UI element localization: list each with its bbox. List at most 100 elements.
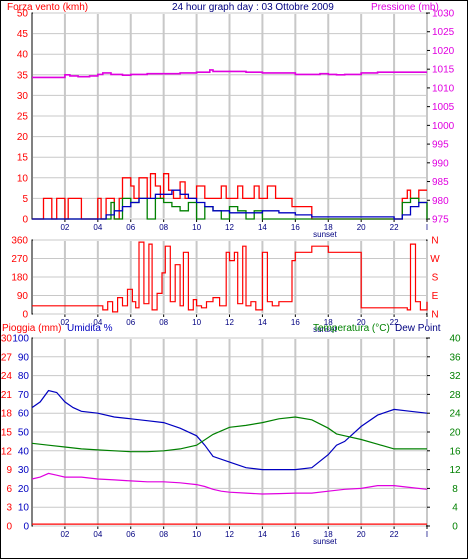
p3-rain-tick-label: 18: [1, 409, 13, 420]
p3-xtick-label: 06: [126, 530, 135, 539]
p2-xtick-label: 10: [192, 318, 201, 327]
graph-center-title: 24 hour graph day : 03 Ottobre 2009: [172, 2, 334, 13]
p3-series-line: [31, 389, 428, 471]
wind-speed-title: Forza vento (kmh): [7, 2, 88, 13]
p3-xtick-label: 04: [93, 530, 102, 539]
p1-series-line: [32, 197, 428, 220]
p1-left-tick-label: 45: [17, 29, 29, 40]
p2-xtick-label: 18: [324, 318, 333, 327]
p1-xtick-label: 16: [291, 223, 300, 232]
p3-temp-tick-label: 12: [449, 465, 461, 476]
p3-xtick-label: 16: [291, 530, 300, 539]
p3-rain-tick-label: 12: [1, 446, 13, 457]
p3-temp-tick-label: 20: [449, 428, 461, 439]
p3-humidity-tick-label: 10: [18, 503, 30, 514]
p1-sunset-label: sunset: [313, 230, 337, 239]
p2-right-tick-label: S: [432, 273, 439, 284]
p3-temp-tick-label: 16: [449, 446, 461, 457]
p3-temp-tick-label: 40: [449, 334, 461, 345]
p2-xtick-label: 16: [291, 318, 300, 327]
p2-right-tick-label: N: [431, 310, 438, 321]
p1-xtick-label: 18: [324, 223, 333, 232]
p2-left-tick-label: 180: [11, 273, 28, 284]
p1-left-tick-label: 30: [17, 91, 29, 102]
p3-temp-tick-label: 4: [452, 503, 458, 514]
p3-temp-tick-label: 28: [449, 390, 461, 401]
p3-xtick-label: 14: [258, 530, 267, 539]
p3-rain-tick-label: 24: [1, 371, 13, 382]
p2-direction-line: [32, 241, 428, 313]
p1-right-tick-label: 975: [432, 215, 449, 226]
p3-rain-tick-label: 27: [1, 352, 13, 363]
p3-humidity-tick-label: 60: [18, 409, 30, 420]
p1-left-tick-label: 0: [22, 215, 28, 226]
p2-xtick-label: 22: [390, 318, 399, 327]
rain-label: Pioggia (mm): [2, 323, 61, 334]
p2-right-tick-label: E: [432, 291, 439, 302]
p3-series-line: [31, 472, 428, 495]
p3-rain-tick-label: 9: [6, 465, 12, 476]
p3-xtick-label: 12: [225, 530, 234, 539]
p3-xtick-label: 18: [324, 530, 333, 539]
p1-left-tick-label: 5: [22, 194, 28, 205]
p1-xtick-label: 04: [93, 223, 102, 232]
p1-right-tick-label: 995: [432, 140, 449, 151]
p1-right-tick-label: 1005: [432, 102, 455, 113]
p3-temp-tick-label: 0: [452, 522, 458, 533]
pressure-title: Pressione (mb): [371, 2, 439, 13]
p1-left-tick-label: 10: [17, 173, 29, 184]
p1-xtick-label: 12: [225, 223, 234, 232]
p3-humidity-tick-label: 50: [18, 428, 30, 439]
p2-xtick-label: 06: [126, 318, 135, 327]
p3-rain-tick-label: 6: [6, 484, 12, 495]
p1-left-tick-label: 25: [17, 112, 29, 123]
p3-temp-tick-label: 32: [449, 371, 461, 382]
p2-xtick-label: I: [426, 318, 428, 327]
p3-humidity-tick-label: 30: [18, 465, 30, 476]
p2-xtick-label: 20: [357, 318, 366, 327]
p2-left-tick-label: 360: [11, 236, 28, 247]
p3-humidity-tick-label: 70: [18, 390, 30, 401]
p1-right-tick-label: 1020: [432, 46, 455, 57]
p1-right-tick-label: 980: [432, 196, 449, 207]
p2-xtick-label: 08: [159, 318, 168, 327]
p3-sunset-label: sunset: [313, 537, 337, 546]
humidity-label: Umidita %: [67, 323, 113, 334]
p3-humidity-tick-label: 90: [18, 352, 30, 363]
p1-xtick-label: 10: [192, 223, 201, 232]
p2-left-tick-label: 270: [11, 254, 28, 265]
p3-xtick-label: 10: [192, 530, 201, 539]
p1-series-line: [32, 189, 427, 220]
temperature-label: Temperatura (°C): [313, 323, 390, 334]
panel-wind-pressure: 02 04 06 08 10 12 14 16 18 20 22 Isunset05101520253…: [17, 9, 455, 240]
p3-temp-tick-label: 8: [452, 484, 458, 495]
p1-left-tick-label: 35: [17, 70, 29, 81]
p3-humidity-tick-label: 80: [18, 371, 30, 382]
p2-xtick-label: 14: [258, 318, 267, 327]
p2-xtick-label: 04: [93, 318, 102, 327]
p1-xtick-label: 22: [390, 223, 399, 232]
p1-left-tick-label: 15: [17, 153, 29, 164]
p3-xtick-label: 02: [60, 530, 69, 539]
p3-temp-tick-label: 36: [449, 352, 461, 363]
p2-right-tick-label: W: [430, 254, 440, 265]
p1-left-tick-label: 50: [17, 9, 29, 20]
p3-series-line: [31, 416, 427, 453]
p3-temp-tick-label: 24: [449, 409, 461, 420]
p3-xtick-label: 22: [390, 530, 399, 539]
p3-rain-tick-label: 15: [1, 428, 13, 439]
p3-xtick-label: I: [426, 530, 428, 539]
p3-humidity-tick-label: 20: [18, 484, 30, 495]
p1-right-tick-label: 1030: [432, 9, 455, 20]
p3-humidity-tick-label: 100: [12, 334, 29, 345]
p3-rain-tick-label: 3: [6, 503, 12, 514]
p1-xtick-label: I: [426, 223, 428, 232]
p1-left-tick-label: 40: [17, 50, 29, 61]
p3-humidity-tick-label: 40: [18, 446, 30, 457]
p1-right-tick-label: 1010: [432, 83, 455, 94]
p3-xtick-label: 08: [159, 530, 168, 539]
p1-xtick-label: 06: [126, 223, 135, 232]
p1-right-tick-label: 1000: [432, 121, 455, 132]
